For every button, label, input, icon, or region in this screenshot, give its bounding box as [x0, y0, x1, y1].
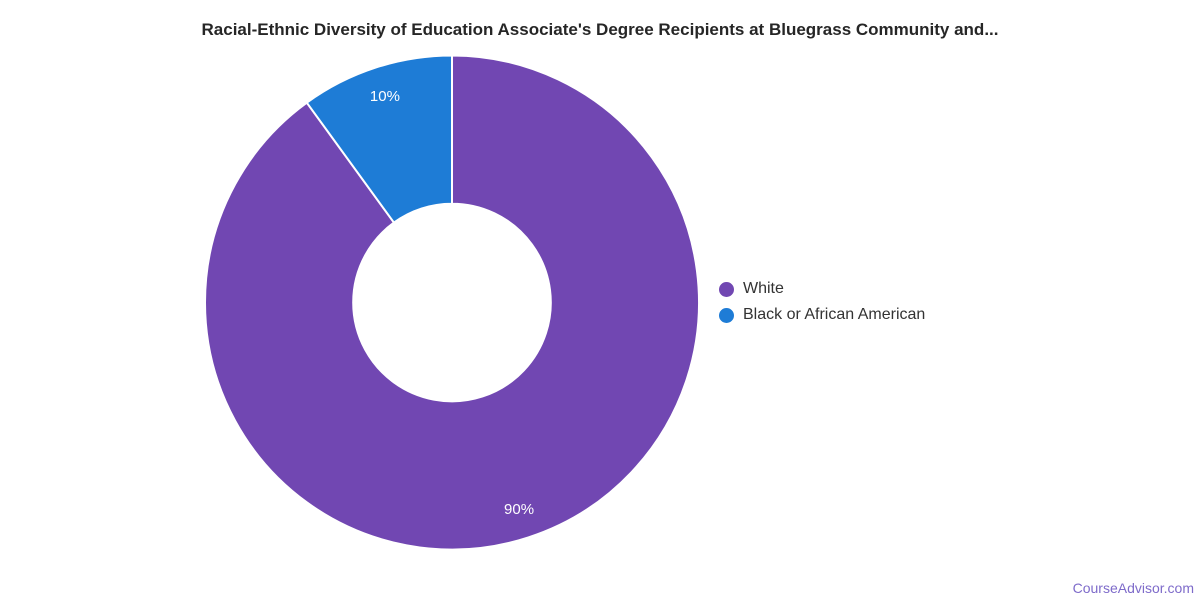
pie-slice-black-or-african-american[interactable]	[305, 54, 453, 224]
legend-label: Black or African American	[743, 306, 926, 323]
legend-item-black-or-african-american[interactable]: Black or African American	[719, 302, 925, 328]
legend-marker-icon	[719, 281, 734, 297]
legend-label: White	[743, 280, 784, 297]
legend-marker-icon	[719, 307, 734, 323]
chart-title: Racial-Ethnic Diversity of Education Ass…	[201, 20, 999, 39]
watermark-link[interactable]: CourseAdvisor.com	[1072, 580, 1194, 596]
slice-data-label-white: 90%	[504, 501, 534, 518]
legend: White Black or African American	[719, 276, 925, 328]
pie-slice-white[interactable]	[204, 54, 700, 551]
slice-data-label-black-or-african-american: 10%	[370, 88, 400, 105]
legend-item-white[interactable]: White	[719, 276, 925, 302]
